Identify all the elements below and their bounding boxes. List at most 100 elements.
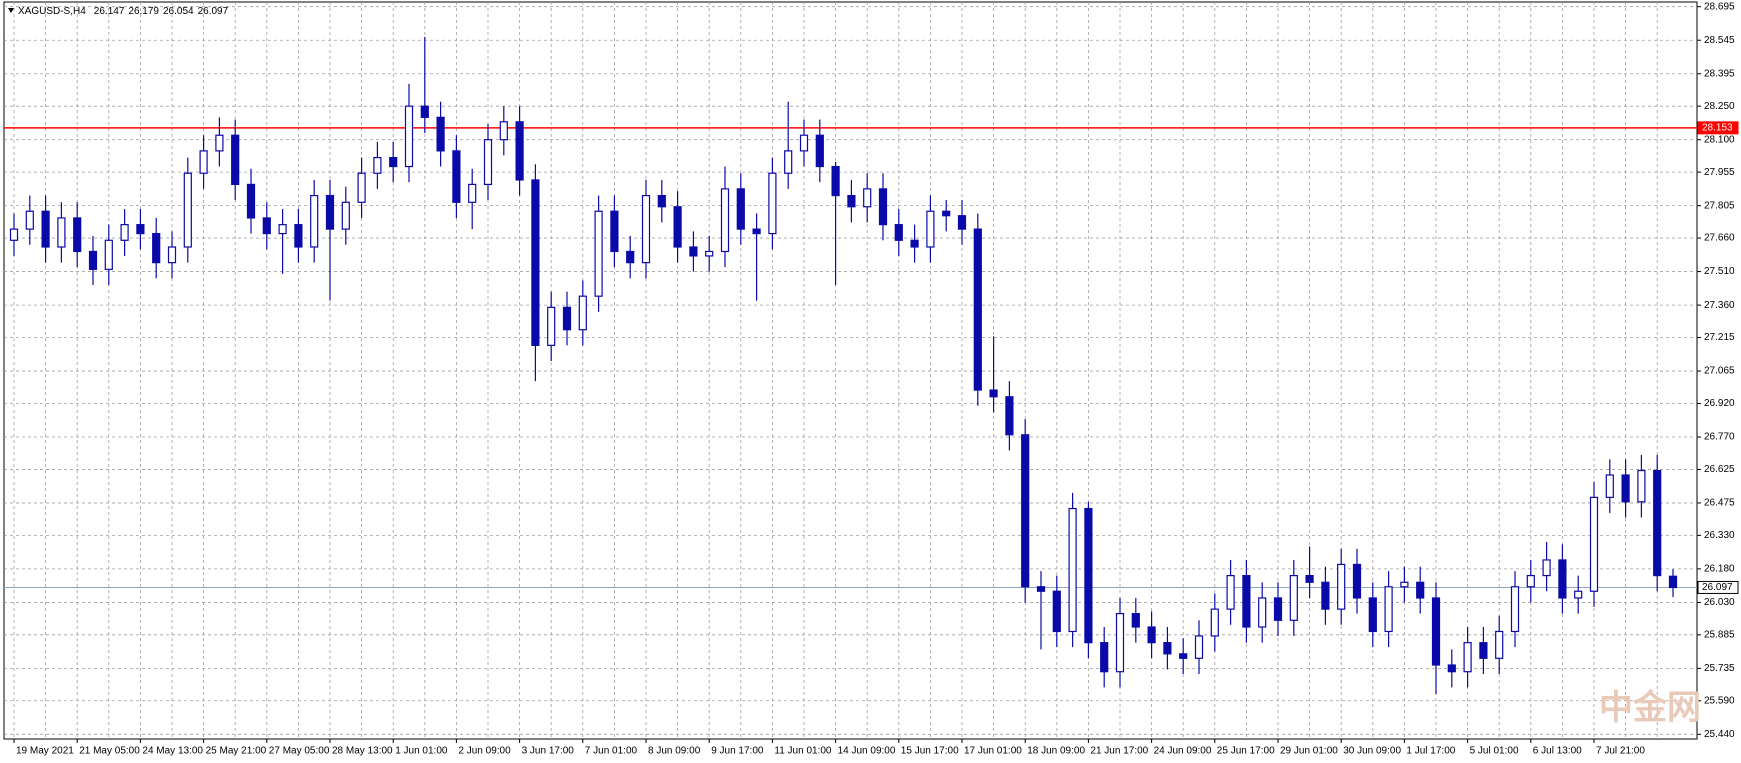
y-tick-label: 28.545 <box>1704 35 1735 46</box>
candle-body <box>1210 608 1219 637</box>
candle-body <box>926 210 935 248</box>
candle-body <box>1495 630 1504 659</box>
x-tick-label: 24 Jun 09:00 <box>1154 746 1212 757</box>
candle-body <box>1368 597 1377 633</box>
candle-body <box>183 172 192 248</box>
candle-body <box>1005 396 1014 436</box>
y-tick-label: 26.330 <box>1704 530 1735 541</box>
x-tick-label: 24 May 13:00 <box>142 746 203 757</box>
x-tick-label: 21 Jun 17:00 <box>1090 746 1148 757</box>
bid-label: 26.097 <box>1702 582 1733 593</box>
y-tick-label: 25.735 <box>1704 663 1735 674</box>
candle-body <box>1605 474 1614 498</box>
candle-body <box>1621 474 1630 503</box>
candle-body <box>1305 574 1314 583</box>
candle-body <box>1115 612 1125 673</box>
header-field: XAGUSD-S,H4 <box>18 6 86 17</box>
candle-body <box>246 183 256 219</box>
y-tick-label: 27.065 <box>1704 366 1735 377</box>
x-tick-label: 25 May 21:00 <box>206 746 267 757</box>
x-tick-label: 25 Jun 17:00 <box>1217 746 1275 757</box>
x-tick-label: 30 Jun 09:00 <box>1343 746 1401 757</box>
y-tick-label: 26.475 <box>1704 498 1735 509</box>
candle-body <box>1352 563 1362 599</box>
candle-body <box>483 139 493 186</box>
x-tick-label: 11 Jun 01:00 <box>774 746 832 757</box>
candle-body <box>531 179 540 346</box>
candle-body <box>847 194 856 208</box>
candle-body <box>768 172 777 235</box>
x-tick-label: 7 Jun 01:00 <box>585 746 638 757</box>
candle-body <box>942 210 951 217</box>
candle-body <box>910 239 919 248</box>
candle-body <box>1242 574 1251 628</box>
candle-body <box>957 215 967 230</box>
candle-body <box>1131 612 1140 628</box>
candle-body <box>641 194 651 264</box>
candle-body <box>88 250 98 270</box>
candle-body <box>1384 586 1393 633</box>
level-box <box>1697 121 1739 135</box>
candle-body <box>515 121 524 181</box>
candle-body <box>294 224 303 248</box>
y-tick-label: 26.180 <box>1704 564 1735 575</box>
candle-body <box>989 389 998 398</box>
y-tick-label: 28.395 <box>1704 68 1735 79</box>
candle-body <box>1084 507 1093 644</box>
x-tick-label: 5 Jul 01:00 <box>1470 746 1519 757</box>
candle-body <box>673 206 682 248</box>
candle-body <box>1447 664 1456 673</box>
candle-body <box>215 134 224 152</box>
candle-body <box>167 246 177 264</box>
candle-body <box>420 105 429 118</box>
candle-body <box>1416 581 1425 599</box>
header-field: 26.097 <box>198 6 229 17</box>
candle-body <box>357 172 366 203</box>
x-tick-label: 3 Jun 17:00 <box>522 746 575 757</box>
candle-body <box>1653 469 1662 577</box>
candle-body <box>1068 507 1077 633</box>
candle-body <box>1100 642 1109 673</box>
candle-body <box>9 228 19 241</box>
candle-body <box>231 134 240 186</box>
x-tick-label: 6 Jul 13:00 <box>1533 746 1582 757</box>
candle-body <box>705 250 714 257</box>
header-icon <box>8 8 14 13</box>
y-tick-label: 27.360 <box>1704 300 1735 311</box>
candle-body <box>436 116 445 152</box>
candle-body <box>720 188 730 253</box>
plot-frame <box>3 1 1698 740</box>
candle-body <box>41 210 50 248</box>
candle-body <box>262 217 271 235</box>
candle-body <box>57 217 66 248</box>
candle-body <box>452 150 461 203</box>
candle-body <box>152 232 161 264</box>
candle-body <box>1431 597 1441 666</box>
candle-body <box>325 194 335 230</box>
header-field: 26.179 <box>128 6 159 17</box>
candle-body <box>1337 563 1346 610</box>
y-tick-label: 27.955 <box>1704 167 1735 178</box>
candle-body <box>1289 574 1298 621</box>
candle-body <box>73 217 82 253</box>
candle-body <box>815 134 824 168</box>
y-tick-label: 26.030 <box>1704 597 1735 608</box>
candle-body <box>578 295 587 331</box>
candle-body <box>1637 469 1646 503</box>
candle-body <box>1179 653 1188 659</box>
candle-body <box>784 150 793 174</box>
x-tick-label: 14 Jun 09:00 <box>838 746 896 757</box>
x-tick-label: 7 Jul 21:00 <box>1596 746 1645 757</box>
candle-body <box>1400 581 1409 588</box>
y-tick-label: 26.920 <box>1704 398 1735 409</box>
candle-body <box>689 246 698 257</box>
x-tick-label: 9 Jun 17:00 <box>711 746 764 757</box>
y-tick-label: 26.625 <box>1704 464 1735 475</box>
level-label: 28.153 <box>1702 122 1733 133</box>
watermark: 中金网 <box>1599 688 1701 727</box>
x-tick-label: 1 Jun 01:00 <box>395 746 448 757</box>
chart-header: XAGUSD-S,H4 26.147 26.179 26.054 26.097 <box>18 6 229 17</box>
candle-body <box>468 183 477 203</box>
candle-body <box>1052 590 1061 633</box>
